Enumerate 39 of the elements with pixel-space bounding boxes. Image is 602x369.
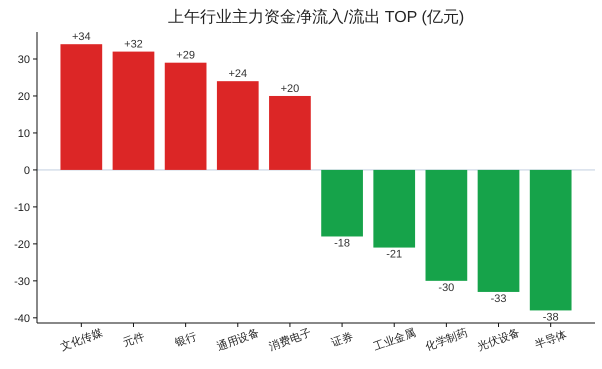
y-tick-label: -30 <box>14 276 30 288</box>
x-tick-label: 银行 <box>172 330 198 350</box>
data-label: -38 <box>542 311 559 324</box>
bar <box>164 62 206 170</box>
bar <box>269 96 311 170</box>
data-label: -33 <box>490 292 506 305</box>
data-label: +34 <box>72 31 91 44</box>
x-tick-label: 文化传媒 <box>58 326 104 354</box>
x-tick-label: 通用设备 <box>215 326 261 354</box>
data-label: +20 <box>280 82 300 95</box>
x-tick-label: 化学制药 <box>424 326 470 354</box>
y-tick-label: 10 <box>18 128 30 140</box>
x-tick-label: 元件 <box>121 330 146 350</box>
bar <box>112 52 154 170</box>
data-label: +32 <box>124 38 143 51</box>
bar <box>478 170 520 292</box>
data-label: -18 <box>334 237 350 250</box>
bar <box>373 170 416 248</box>
chart-title: 上午行业主力资金净流入/流出 TOP (亿元) <box>168 8 464 26</box>
y-tick-label: 20 <box>18 90 30 103</box>
y-tick-label: -10 <box>14 202 30 214</box>
bar <box>60 44 102 170</box>
data-label: -30 <box>438 282 454 294</box>
data-label: -21 <box>386 248 402 261</box>
x-tick-label: 消费电子 <box>267 326 313 354</box>
y-tick-label: -20 <box>14 238 30 251</box>
y-tick-label: 0 <box>24 164 30 177</box>
bar <box>216 81 259 170</box>
bar <box>321 170 363 236</box>
x-tick-label: 证券 <box>330 330 355 350</box>
x-tick-label: 光伏设备 <box>476 326 522 354</box>
bar <box>426 170 468 281</box>
data-label: +29 <box>176 50 195 62</box>
y-tick-label: 30 <box>18 54 30 66</box>
bar <box>530 170 572 310</box>
data-label: +24 <box>228 68 248 80</box>
x-tick-label: 半导体 <box>533 328 569 352</box>
y-tick-label: -40 <box>14 312 30 325</box>
x-tick-label: 工业金属 <box>372 326 418 354</box>
